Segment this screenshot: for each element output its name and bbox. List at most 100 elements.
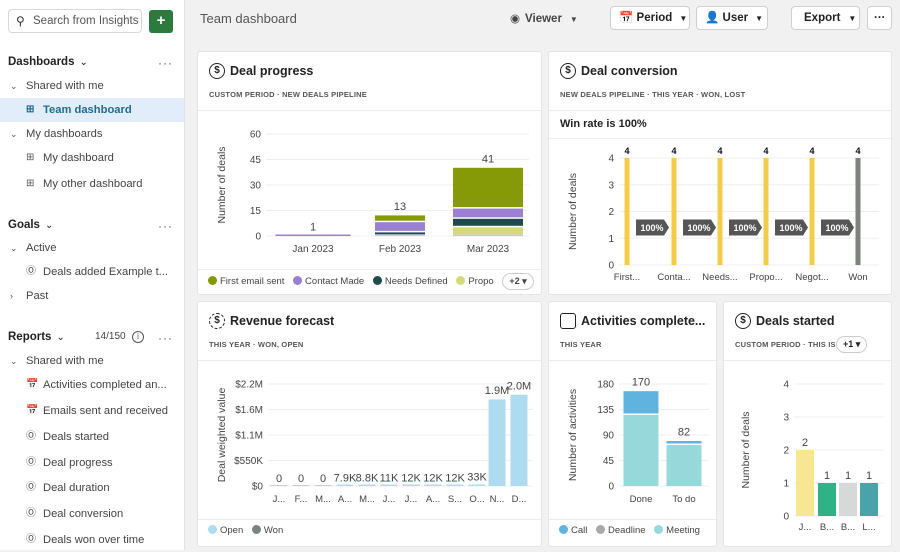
legend-item[interactable]: Contact Made (305, 276, 365, 287)
y-tick-label: 135 (597, 405, 614, 416)
legend-more-button[interactable]: +2 ▾ (502, 273, 534, 290)
bar-segment (358, 484, 376, 486)
dashboard-icon: ⊞ (26, 152, 35, 163)
report-item[interactable]: 📅 Emails sent and received (0, 399, 184, 423)
group-past[interactable]: › Past (0, 284, 184, 308)
sidebar-item-my-other-dashboard[interactable]: ⊞ My other dashboard (0, 172, 184, 196)
report-item[interactable]: Ⓞ Deals won over time (0, 528, 184, 552)
deals-started-card[interactable]: $ Deals started CUSTOM PERIOD · THIS IS … (723, 301, 892, 547)
bar-segment (510, 394, 528, 486)
card-subtitle: NEW DEALS PIPELINE · THIS YEAR · WON, LO… (560, 90, 746, 99)
chevron-down-icon: ⌄ (10, 81, 18, 91)
legend-item[interactable]: Call (571, 525, 588, 536)
activities-card[interactable]: Activities complete... THIS YEAR Call De… (548, 301, 717, 547)
chevron-down-icon: ⌄ (10, 356, 18, 366)
divider (198, 360, 541, 361)
x-tick-label: M... (315, 494, 331, 505)
sidebar-item-my-dashboard[interactable]: ⊞ My dashboard (0, 146, 184, 170)
goals-more-icon[interactable]: ··· (158, 219, 173, 233)
y-tick-label: 60 (250, 130, 262, 141)
reports-header[interactable]: Reports ⌄ (8, 331, 65, 343)
report-item[interactable]: Ⓞ Deals started (0, 425, 184, 449)
bar-segment (292, 485, 310, 486)
legend-item[interactable]: Propo (468, 276, 494, 287)
add-button[interactable]: + (149, 10, 173, 33)
y-tick-label: $1.6M (235, 405, 263, 416)
reports-more-icon[interactable]: ··· (158, 331, 173, 345)
chart-svg: 0 15 30 45 60 Number of deals 1 Jan 2023 13 Feb 2… (216, 130, 529, 255)
bar-segment (453, 227, 523, 235)
filter-more-button[interactable]: +1 ▾ (836, 336, 868, 353)
x-tick-label: B... (841, 522, 855, 533)
legend-item[interactable]: Deadline (608, 525, 646, 536)
deal-conversion-card[interactable]: $ Deal conversion NEW DEALS PIPELINE · T… (548, 51, 892, 295)
legend-item[interactable]: Won (263, 525, 284, 536)
bar-segment (314, 485, 332, 486)
x-tick-label: S... (448, 494, 462, 505)
report-item[interactable]: Ⓞ Deal progress (0, 451, 184, 475)
user-button[interactable]: 👤 User ▼ (696, 6, 768, 30)
item-label: My dashboard (43, 152, 114, 164)
goals-header[interactable]: Goals ⌄ (8, 219, 53, 231)
viewer-dropdown[interactable]: ◉ Viewer ▼ (510, 11, 578, 25)
sidebar-item-team-dashboard[interactable]: ⊞ Team dashboard (0, 98, 184, 122)
bar-total-label: 0 (298, 473, 304, 485)
item-label: Deal duration (43, 482, 110, 494)
bar-segment (375, 215, 425, 221)
y-tick-label: 4 (783, 380, 789, 391)
divider (549, 138, 891, 139)
item-label: My other dashboard (43, 178, 143, 190)
report-item[interactable]: Ⓞ Deal duration (0, 476, 184, 500)
export-button[interactable]: Export ▼ (791, 6, 860, 30)
legend-item[interactable]: Needs Defined (384, 276, 448, 287)
legend-item[interactable]: First email sent (220, 276, 285, 287)
bar-total-label: 4 (809, 146, 814, 156)
bar-total-label: 1.9M (485, 385, 509, 397)
bar-total-label: 82 (678, 427, 690, 439)
bar-segment (671, 158, 677, 265)
x-tick-label: J... (405, 494, 418, 505)
card-subtitle: CUSTOM PERIOD · NEW DEALS PIPELINE (209, 90, 367, 99)
group-label: Shared with me (26, 80, 104, 92)
bar-total-label: 8.8K (356, 473, 379, 485)
dollar-icon: $ (735, 313, 751, 329)
x-tick-label: O... (469, 494, 484, 505)
group-my-dashboards[interactable]: ⌄ My dashboards (0, 122, 184, 146)
conversion-rate-label: 100% (825, 223, 848, 233)
x-tick-label: M... (359, 494, 375, 505)
revenue-forecast-card[interactable]: $ Revenue forecast THIS YEAR · WON, OPEN… (197, 301, 542, 547)
group-active[interactable]: ⌄ Active (0, 236, 184, 260)
chevron-down-icon: ⌄ (44, 220, 54, 231)
deal-progress-card[interactable]: $ Deal progress CUSTOM PERIOD · NEW DEAL… (197, 51, 542, 295)
search-input[interactable]: ⚲ Search from Insights (8, 9, 142, 33)
info-icon[interactable]: i (132, 331, 144, 343)
chart-legend: First email sent Contact Made Needs Defi… (208, 273, 534, 290)
y-tick-label: $1.1M (235, 431, 263, 442)
dashboards-header[interactable]: Dashboards ⌄ (8, 56, 88, 68)
dashboards-more-icon[interactable]: ··· (158, 56, 173, 70)
legend-swatch (208, 525, 217, 534)
user-label: User (722, 12, 749, 24)
bar-segment (275, 234, 351, 236)
group-shared-with-me[interactable]: ⌄ Shared with me (0, 74, 184, 98)
chart-legend: Open Won (208, 525, 289, 536)
report-item[interactable]: Ⓞ Deal conversion (0, 502, 184, 526)
x-tick-label: A... (338, 494, 352, 505)
y-tick-label: 45 (250, 155, 262, 166)
bar-segment (468, 484, 486, 486)
reports-count: 14/150 (95, 331, 126, 342)
legend-item[interactable]: Meeting (666, 525, 700, 536)
more-button[interactable]: ··· (867, 6, 892, 30)
bar-total-label: 0 (276, 473, 282, 485)
legend-item[interactable]: Open (220, 525, 244, 536)
bar-segment (375, 232, 425, 235)
report-item[interactable]: 📅 Activities completed an... (0, 373, 184, 397)
item-label: Deal progress (43, 457, 113, 469)
conversion-rate-label: 100% (779, 223, 802, 233)
sidebar-item-goal[interactable]: Ⓞ Deals added Example t... (0, 260, 184, 284)
dollar-icon: $ (560, 63, 576, 79)
x-tick-label: N... (490, 494, 505, 505)
period-button[interactable]: 📅 Period ▼ (610, 6, 690, 30)
group-reports-shared[interactable]: ⌄ Shared with me (0, 349, 184, 373)
y-tick-label: 4 (608, 154, 614, 165)
